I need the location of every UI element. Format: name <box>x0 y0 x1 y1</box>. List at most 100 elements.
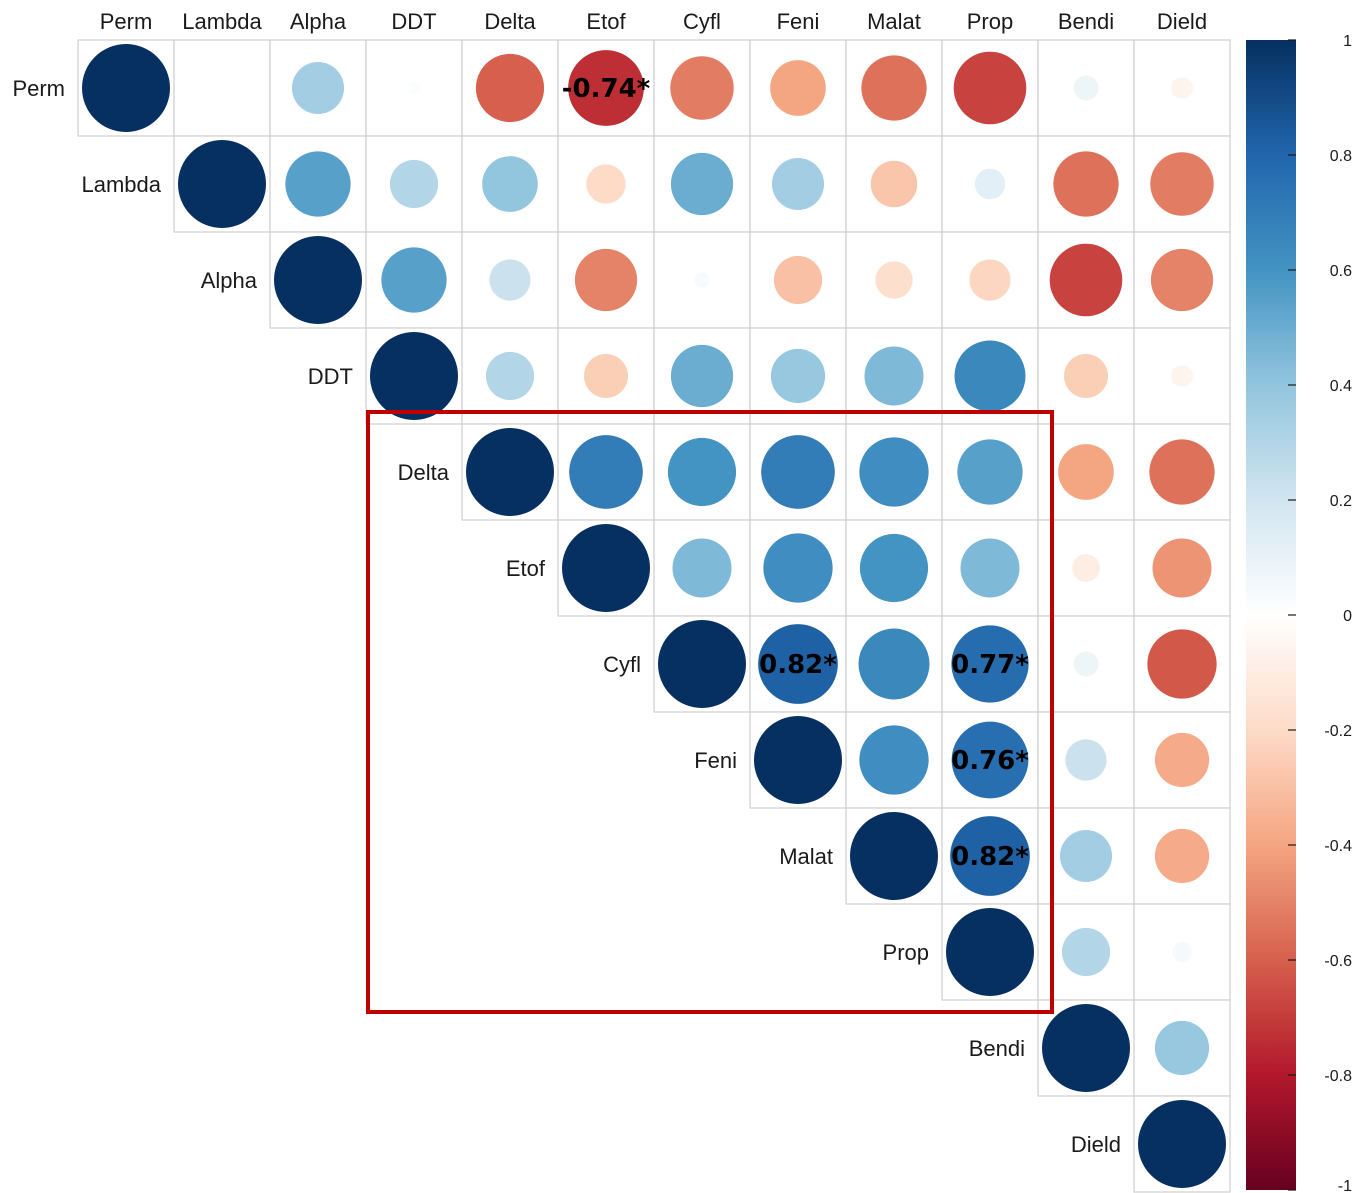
correlation-circle-etof-bendi <box>1072 554 1100 582</box>
correlation-circle-ddt-bendi <box>1064 354 1108 398</box>
color-bar-tick-label: -0.4 <box>1324 838 1352 855</box>
correlation-circle-lambda-dield <box>1150 152 1214 216</box>
row-label-perm: Perm <box>12 76 65 101</box>
correlation-circle-alpha-prop <box>969 259 1011 301</box>
correlation-circle-etof-feni <box>763 533 833 603</box>
correlation-circle-lambda-ddt <box>389 159 439 209</box>
correlation-circle-delta-feni <box>761 435 835 509</box>
row-label-dield: Dield <box>1071 1132 1121 1157</box>
correlation-circle-perm-bendi <box>1073 75 1099 101</box>
column-label-ddt: DDT <box>391 9 436 34</box>
correlation-circle-ddt-dield <box>1171 365 1193 387</box>
color-bar-tick-label: 0.8 <box>1330 148 1352 165</box>
annotation-cyfl-feni: 0.82* <box>759 650 837 680</box>
column-label-perm: Perm <box>100 9 153 34</box>
row-label-cyfl: Cyfl <box>603 652 641 677</box>
color-bar-tick-label: 0.4 <box>1330 378 1352 395</box>
column-label-cyfl: Cyfl <box>683 9 721 34</box>
correlation-circle-feni-bendi <box>1065 739 1107 781</box>
correlation-circle-perm-etof <box>568 50 644 126</box>
correlation-circle-cyfl-malat <box>858 628 930 700</box>
color-bar-gradient <box>1246 40 1296 1190</box>
color-bar: 1 0.8 0.6 0.4 0.2 0 -0.2 -0.4 -0.6 -0.8 -1 <box>1246 33 1352 1193</box>
column-label-lambda: Lambda <box>182 9 262 34</box>
row-label-ddt: DDT <box>308 364 353 389</box>
column-label-bendi: Bendi <box>1058 9 1114 34</box>
correlation-circle-delta-etof <box>569 435 643 509</box>
highlight-rectangle <box>366 410 1054 1014</box>
correlation-circle-feni-malat <box>859 725 929 795</box>
correlation-circles <box>82 44 1226 1188</box>
column-label-prop: Prop <box>967 9 1013 34</box>
row-label-bendi: Bendi <box>969 1036 1025 1061</box>
column-label-etof: Etof <box>586 9 626 34</box>
correlation-circle-alpha-dield <box>1150 248 1214 312</box>
column-label-dield: Dield <box>1157 9 1207 34</box>
correlation-circle-ddt-feni <box>770 348 826 404</box>
correlation-circle-perm-feni <box>770 60 826 116</box>
correlation-circle-lambda-alpha <box>285 151 351 217</box>
correlation-circle-feni-prop <box>951 721 1029 799</box>
annotation-feni-prop: 0.76* <box>951 746 1029 776</box>
color-bar-tick-label: 1 <box>1343 33 1352 50</box>
correlation-circle-delta-malat <box>859 437 929 507</box>
correlation-circle-perm-malat <box>861 55 927 121</box>
matrix-cell <box>749 39 847 137</box>
annotation-perm-etof: -0.74* <box>562 74 651 104</box>
correlation-circle-delta-prop <box>957 439 1023 505</box>
correlation-circle-ddt-ddt <box>370 332 458 420</box>
annotation-malat-prop: 0.82* <box>951 842 1029 872</box>
matrix-cell <box>845 327 943 425</box>
correlation-circle-malat-malat <box>850 812 938 900</box>
correlation-circle-prop-dield <box>1172 942 1192 962</box>
row-label-lambda: Lambda <box>81 172 161 197</box>
significance-annotations: -0.74* 0.82* 0.77* 0.76* 0.82* <box>562 74 1030 872</box>
correlation-circle-lambda-lambda <box>178 140 266 228</box>
correlation-circle-cyfl-bendi <box>1073 651 1099 677</box>
correlation-circle-feni-dield <box>1154 732 1210 788</box>
correlation-circle-etof-etof <box>562 524 650 612</box>
correlation-circle-delta-delta <box>466 428 554 516</box>
correlation-circle-malat-bendi <box>1059 829 1113 883</box>
correlation-circle-cyfl-dield <box>1147 629 1217 699</box>
correlation-circle-etof-dield <box>1152 538 1212 598</box>
correlation-circle-perm-perm <box>82 44 170 132</box>
annotation-cyfl-prop: 0.77* <box>951 650 1029 680</box>
correlation-circle-lambda-delta <box>482 156 538 212</box>
correlation-circle-bendi-bendi <box>1042 1004 1130 1092</box>
correlation-circle-bendi-dield <box>1154 1020 1210 1076</box>
correlation-circle-perm-ddt <box>407 81 421 95</box>
color-bar-tick-label: 0.6 <box>1330 263 1352 280</box>
correlation-circle-lambda-bendi <box>1053 151 1119 217</box>
correlation-circle-alpha-malat <box>875 261 913 299</box>
color-bar-tick-label: -0.2 <box>1324 723 1352 740</box>
correlation-circle-delta-cyfl <box>667 437 737 507</box>
correlation-circle-alpha-feni <box>773 255 823 305</box>
correlation-circle-ddt-malat <box>864 346 924 406</box>
correlation-circle-lambda-malat <box>870 160 918 208</box>
correlation-circle-ddt-delta <box>485 351 535 401</box>
correlation-circle-perm-delta <box>475 53 545 123</box>
correlation-circle-lambda-cyfl <box>670 152 734 216</box>
color-bar-tick-label: 0.2 <box>1330 493 1352 510</box>
correlation-circle-etof-cyfl <box>672 538 732 598</box>
correlation-circle-etof-prop <box>960 538 1020 598</box>
correlation-circle-dield-dield <box>1138 1100 1226 1188</box>
correlation-circle-lambda-feni <box>771 157 825 211</box>
correlation-circle-perm-dield <box>1171 77 1193 99</box>
correlation-circle-delta-dield <box>1149 439 1215 505</box>
correlation-circle-cyfl-prop <box>951 625 1029 703</box>
row-label-prop: Prop <box>883 940 929 965</box>
color-bar-tick-label: -0.6 <box>1324 953 1352 970</box>
column-label-malat: Malat <box>867 9 921 34</box>
correlation-circle-ddt-cyfl <box>670 344 734 408</box>
color-bar-tick-label: -1 <box>1338 1178 1352 1193</box>
correlation-circle-feni-feni <box>754 716 842 804</box>
correlation-circle-alpha-ddt <box>381 247 447 313</box>
correlation-circle-cyfl-feni <box>758 624 838 704</box>
correlation-circle-prop-prop <box>946 908 1034 996</box>
row-label-malat: Malat <box>779 844 833 869</box>
correlation-circle-malat-dield <box>1154 828 1210 884</box>
variable-labels: Perm Lambda Alpha DDT Delta Etof Cyfl Feni Malat… <box>12 9 1207 1157</box>
